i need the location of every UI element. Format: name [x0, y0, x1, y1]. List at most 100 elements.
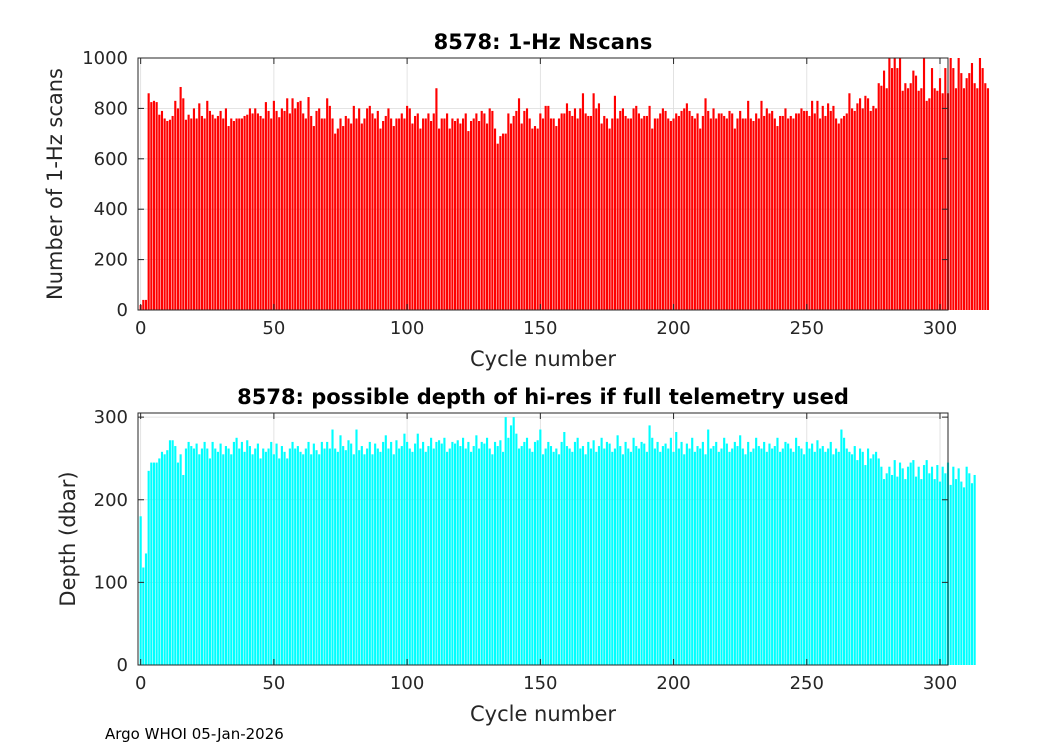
bar — [707, 429, 710, 665]
bar — [757, 118, 760, 310]
bar — [347, 118, 350, 310]
bar — [877, 458, 880, 665]
bar — [715, 441, 718, 665]
bar — [480, 110, 483, 310]
bar — [395, 118, 398, 310]
bar — [688, 110, 691, 310]
bar — [262, 118, 265, 310]
bar — [749, 118, 752, 310]
bar — [835, 448, 838, 665]
bar — [960, 73, 963, 311]
bar — [717, 113, 720, 310]
bar — [680, 441, 683, 665]
bar — [741, 448, 744, 665]
bar — [611, 451, 614, 665]
bar — [773, 118, 776, 310]
bar — [936, 465, 939, 665]
bar — [672, 118, 675, 310]
bar — [816, 100, 819, 310]
bar — [536, 128, 539, 310]
bar — [952, 68, 955, 310]
bar — [504, 417, 507, 665]
bar — [547, 441, 550, 665]
bar — [256, 113, 259, 310]
bar — [158, 458, 161, 665]
bar — [581, 446, 585, 665]
bar — [176, 462, 180, 665]
bar — [491, 110, 494, 310]
bar — [824, 451, 827, 665]
bar — [435, 441, 438, 665]
axes-box — [137, 57, 949, 311]
bar — [864, 465, 867, 665]
bar — [675, 432, 678, 665]
footer-label: Argo WHOI 05-Jan-2026 — [105, 725, 284, 743]
bar — [845, 113, 848, 310]
bar — [408, 108, 411, 311]
bar — [565, 446, 569, 665]
bar — [621, 454, 624, 665]
bar — [603, 448, 606, 665]
bar — [336, 128, 339, 310]
bar — [323, 448, 326, 665]
bar — [592, 440, 595, 665]
bar — [571, 115, 574, 311]
bar — [560, 113, 563, 310]
bar — [432, 113, 435, 310]
bar — [795, 113, 798, 310]
bar — [635, 446, 638, 665]
bar — [853, 446, 856, 665]
bar — [163, 454, 166, 665]
bar — [533, 126, 537, 310]
bar — [699, 448, 702, 665]
bar — [856, 103, 859, 310]
x-tick-label: 150 — [523, 318, 557, 339]
bar — [872, 105, 875, 310]
bar — [259, 458, 262, 665]
bar — [978, 58, 982, 310]
bar — [454, 443, 457, 665]
bar — [819, 118, 822, 310]
bar — [246, 440, 249, 665]
bar — [411, 123, 414, 311]
bar — [515, 110, 518, 310]
bar — [160, 451, 164, 665]
bar — [739, 110, 742, 310]
bar — [792, 118, 795, 310]
bar — [248, 446, 251, 665]
bar — [685, 443, 688, 665]
bar — [198, 454, 201, 665]
bar — [970, 483, 974, 665]
bar — [382, 441, 385, 665]
bar — [424, 118, 427, 310]
bar — [315, 450, 318, 665]
bar — [184, 119, 188, 311]
bar — [688, 448, 691, 665]
bar — [837, 123, 840, 311]
bar — [608, 443, 611, 665]
bar — [288, 448, 291, 665]
bar — [962, 88, 966, 311]
bar — [480, 441, 483, 665]
bar — [392, 126, 395, 310]
bar — [784, 108, 787, 311]
bar — [906, 88, 910, 311]
bar — [957, 468, 960, 665]
bar — [771, 448, 774, 665]
bar — [568, 110, 571, 310]
bar — [725, 118, 728, 310]
bar — [147, 470, 150, 665]
bar — [248, 108, 251, 311]
bar — [973, 83, 976, 310]
bar — [150, 462, 153, 665]
bar — [667, 448, 670, 665]
bar — [720, 448, 723, 665]
bar — [176, 108, 180, 311]
bar — [472, 118, 475, 310]
bar — [805, 110, 808, 310]
bar — [930, 466, 934, 665]
bar — [781, 115, 784, 311]
bar — [928, 473, 931, 665]
bar — [856, 460, 859, 665]
